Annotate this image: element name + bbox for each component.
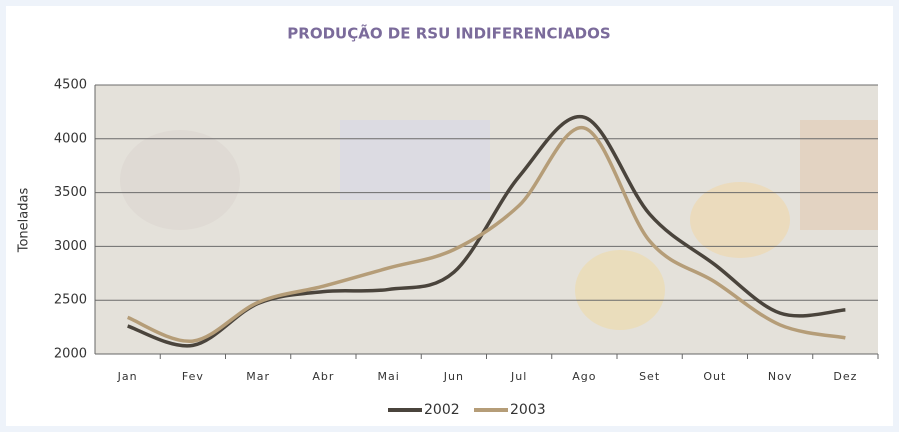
line-series xyxy=(126,126,846,343)
photo-shape xyxy=(340,120,490,200)
y-tick-label: 4000 xyxy=(54,131,87,146)
x-tick-label: Jan xyxy=(117,370,138,383)
y-tick-label: 4500 xyxy=(54,78,87,93)
x-tick-label: Nov xyxy=(768,370,792,383)
y-tick-label: 3000 xyxy=(54,239,87,254)
photo-shape xyxy=(800,120,878,230)
y-tick-label: 2000 xyxy=(54,347,87,362)
legend-label: 2003 xyxy=(510,402,546,418)
x-tick-label: Jul xyxy=(510,370,527,383)
legend-label: 2002 xyxy=(424,402,460,418)
x-tick-label: Mai xyxy=(377,370,399,383)
photo-shape xyxy=(690,182,790,258)
y-axis-label: Toneladas xyxy=(17,188,32,254)
x-tick-label: Dez xyxy=(833,370,857,383)
x-tick-label: Out xyxy=(703,370,726,383)
x-tick-label: Abr xyxy=(312,370,334,383)
photo-shape xyxy=(120,130,240,230)
y-tick-label: 3500 xyxy=(54,185,87,200)
x-tick-label: Mar xyxy=(246,370,270,383)
x-tick-label: Ago xyxy=(572,370,596,383)
x-tick-label: Jun xyxy=(443,370,464,383)
chart-title: PRODUÇÃO DE RSU INDIFERENCIADOS xyxy=(287,24,610,43)
x-tick-label: Fev xyxy=(182,370,204,383)
x-tick-label: Set xyxy=(639,370,660,383)
photo-shape xyxy=(575,250,665,330)
y-tick-label: 2500 xyxy=(54,293,87,308)
